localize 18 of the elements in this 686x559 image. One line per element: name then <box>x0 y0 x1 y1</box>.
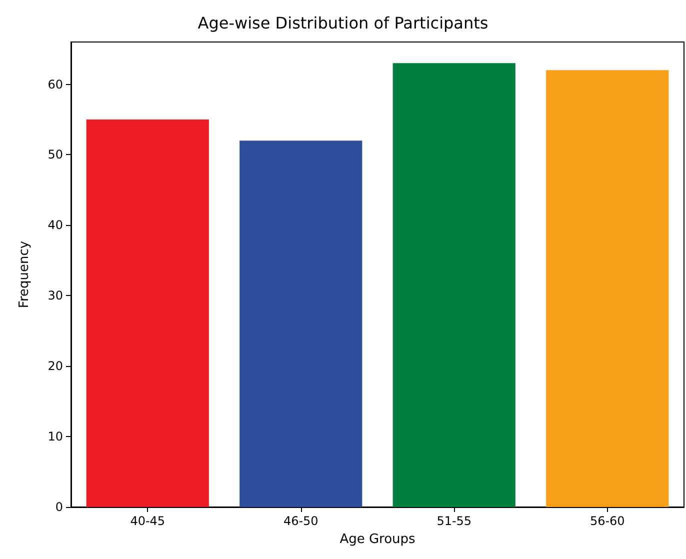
x-tick-label: 46-50 <box>283 514 318 528</box>
y-tick-label: 20 <box>48 359 63 374</box>
y-tick-label: 10 <box>48 430 63 444</box>
y-axis-title: Frequency <box>17 240 32 308</box>
x-axis-title: Age Groups <box>340 532 416 547</box>
x-tick-label: 51-55 <box>436 514 472 528</box>
y-tick-label: 50 <box>48 148 63 162</box>
y-tick-label: 30 <box>48 288 63 303</box>
bar <box>392 63 516 507</box>
y-tick-label: 60 <box>48 77 63 92</box>
bar <box>240 140 362 507</box>
y-tick-label: 0 <box>55 500 63 514</box>
bar <box>86 120 209 507</box>
y-tick-label: 40 <box>48 218 63 232</box>
bar <box>546 70 669 507</box>
x-tick-label: 56-60 <box>590 514 625 528</box>
chart-title: Age-wise Distribution of Participants <box>198 14 488 32</box>
x-tick-label: 40-45 <box>130 514 166 528</box>
